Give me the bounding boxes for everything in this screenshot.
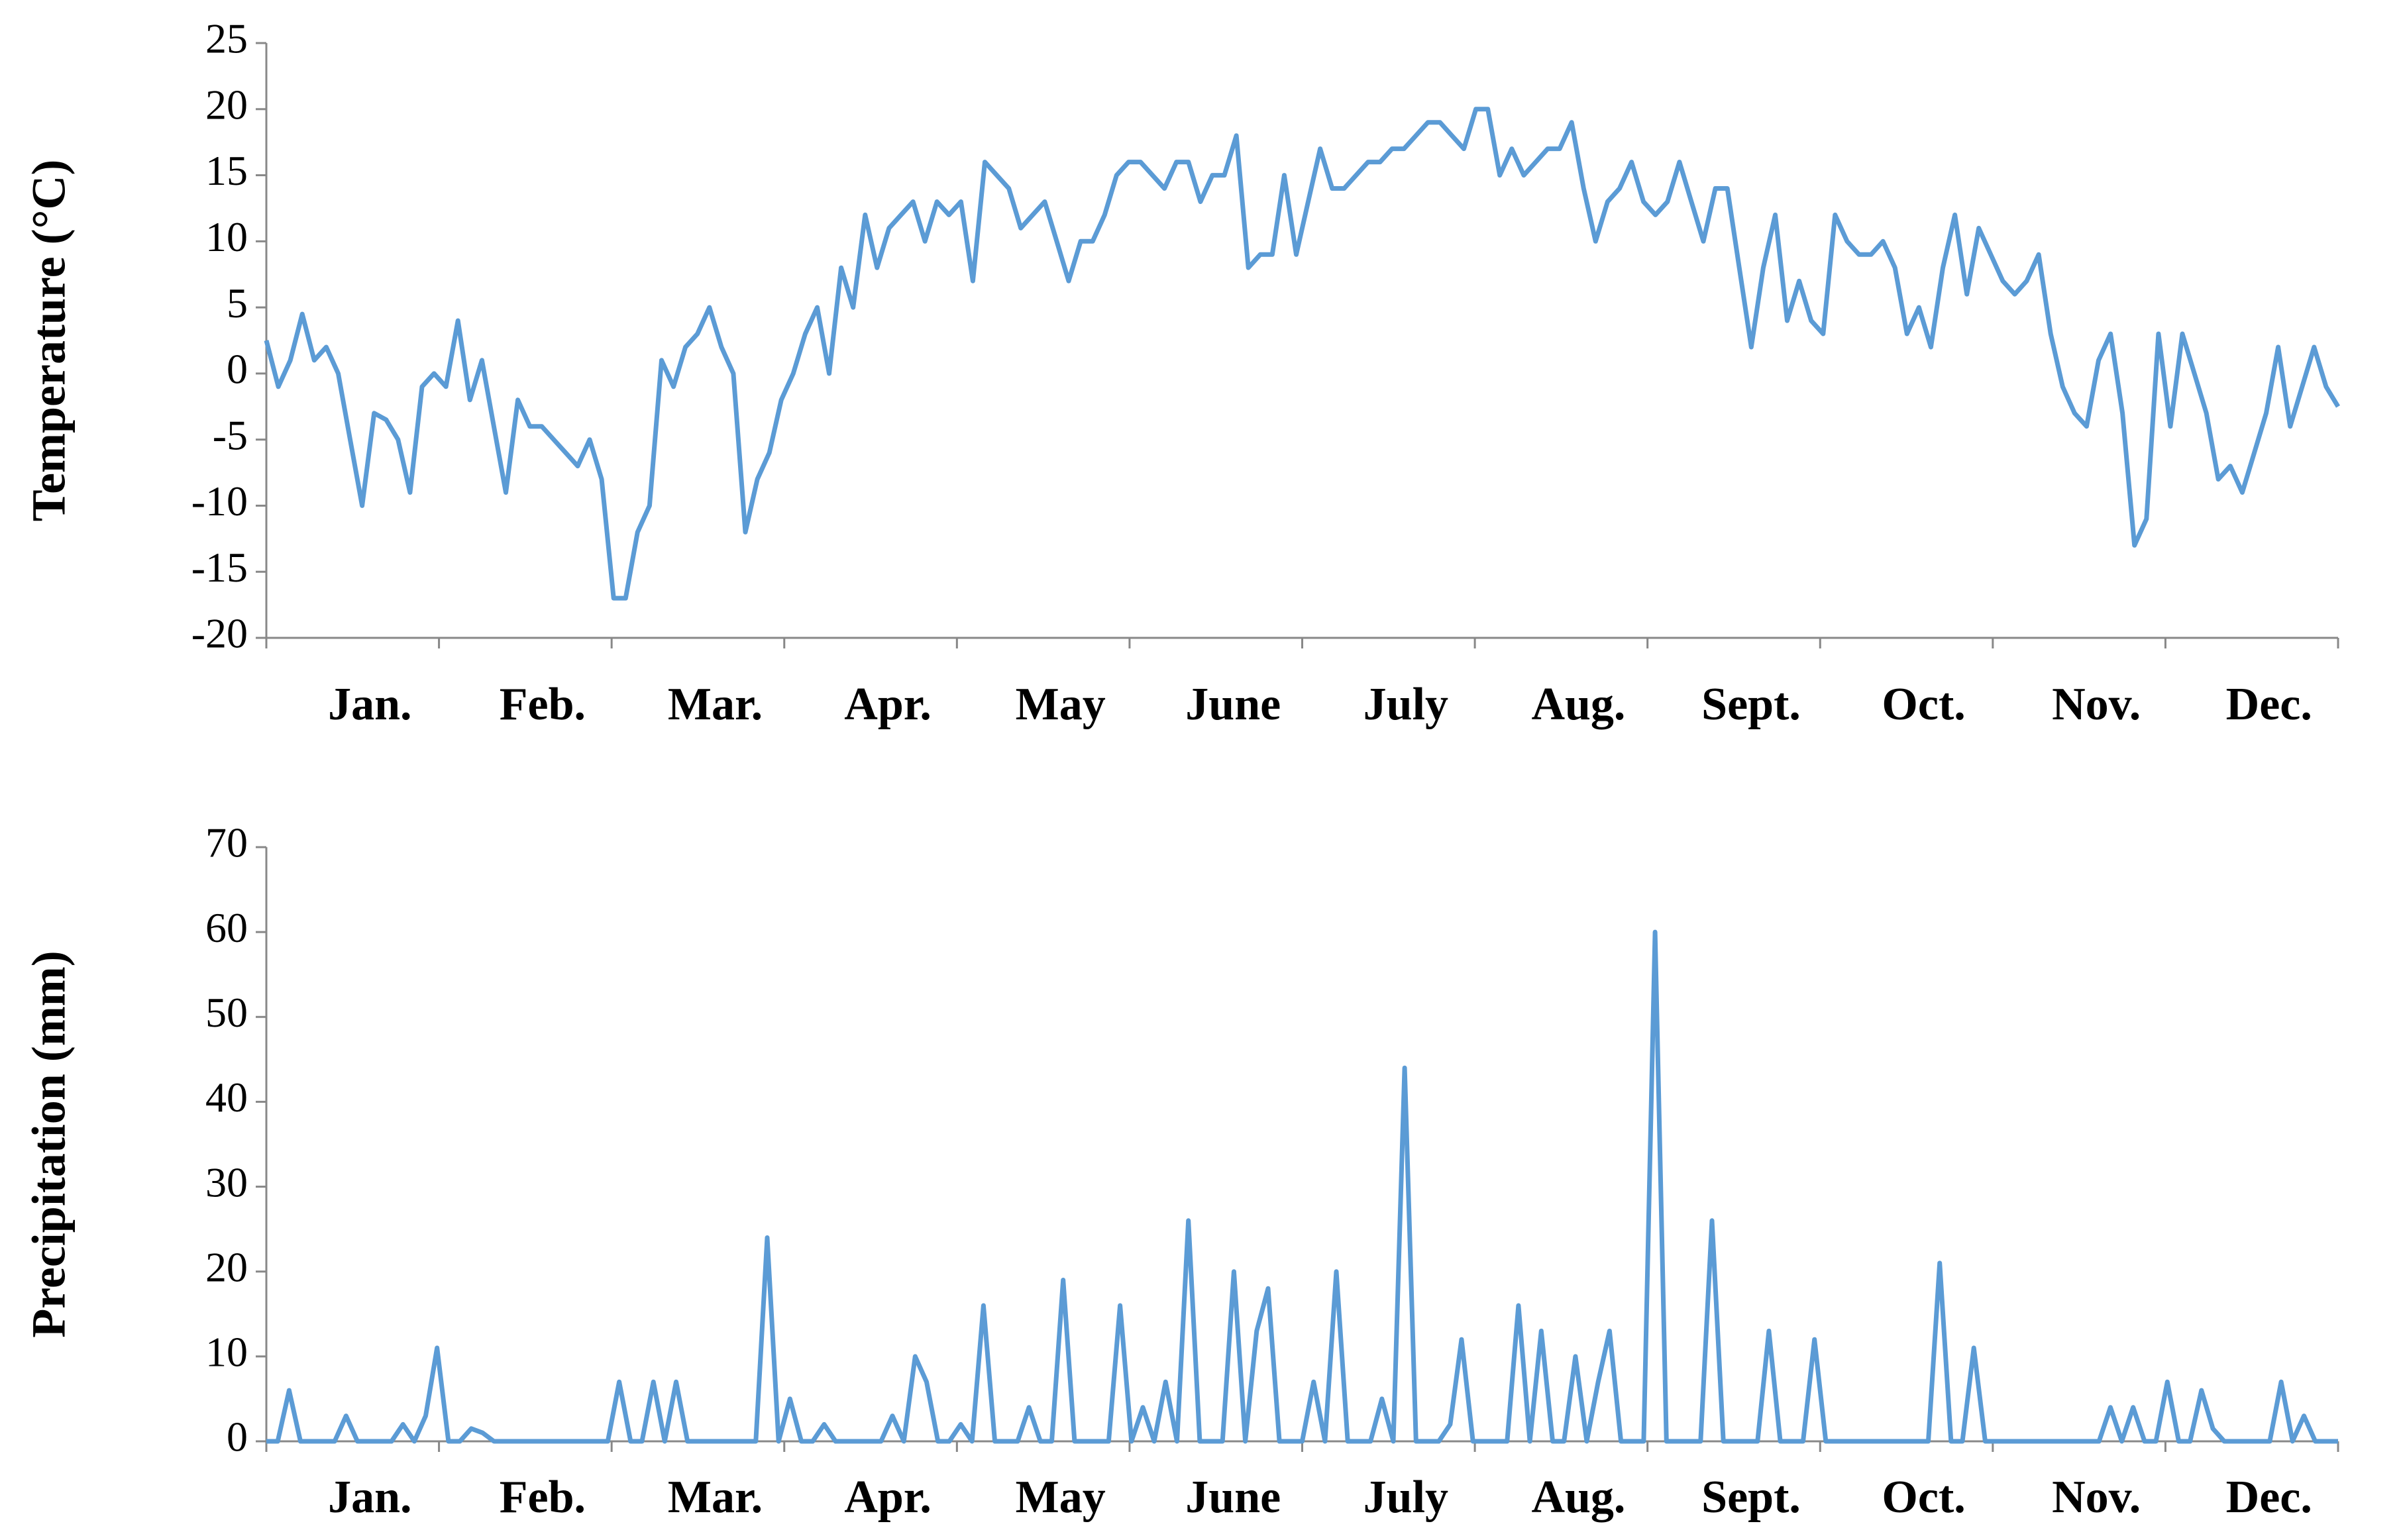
y-tick-label: 0 [227, 1413, 248, 1461]
month-label: Mar. [668, 1472, 763, 1523]
y-tick-label: 10 [205, 1329, 248, 1376]
month-label: Nov. [2052, 679, 2141, 730]
month-label: Apr. [844, 1472, 932, 1523]
month-label: Apr. [844, 679, 932, 730]
month-label: Oct. [1882, 679, 1965, 730]
y-tick-label: -20 [191, 610, 248, 657]
month-label: July [1363, 679, 1448, 730]
y-tick-label: 30 [205, 1158, 248, 1206]
y-tick-label: 10 [205, 213, 248, 260]
y-tick-label: 20 [205, 81, 248, 128]
month-label: Sept. [1701, 1472, 1801, 1523]
data-line [266, 929, 2338, 1444]
y-tick-label: -15 [191, 544, 248, 591]
month-label: Feb. [500, 679, 586, 730]
month-label: Feb. [500, 1472, 586, 1523]
y-tick-label: 50 [205, 989, 248, 1036]
month-label: June [1185, 1472, 1281, 1523]
month-label: July [1363, 1472, 1448, 1523]
month-label: June [1185, 679, 1281, 730]
y-tick-label: 15 [205, 147, 248, 194]
y-tick-label: 20 [205, 1243, 248, 1290]
month-label: Aug. [1531, 1472, 1625, 1523]
month-label: Nov. [2052, 1472, 2141, 1523]
y-tick-label: -5 [213, 411, 248, 458]
month-label: Oct. [1882, 1472, 1965, 1523]
month-label: Dec. [2226, 679, 2312, 730]
y-axis-label: Precipitation (mm) [23, 950, 76, 1338]
month-label: May [1016, 1472, 1106, 1523]
month-label: May [1016, 679, 1106, 730]
month-label: Aug. [1531, 679, 1625, 730]
y-tick-label: -10 [191, 478, 248, 525]
y-tick-label: 60 [205, 904, 248, 951]
month-label: Dec. [2226, 1472, 2312, 1523]
month-label: Jan. [328, 679, 411, 730]
data-line [264, 107, 2340, 601]
month-label: Mar. [668, 679, 763, 730]
y-tick-label: 0 [227, 346, 248, 393]
month-label: Jan. [328, 1472, 411, 1523]
y-axis-label: Temperature (°C) [23, 160, 76, 522]
y-tick-label: 25 [205, 15, 248, 62]
month-label: Sept. [1701, 679, 1801, 730]
y-tick-label: 70 [205, 819, 248, 866]
y-tick-label: 40 [205, 1074, 248, 1121]
y-tick-label: 5 [227, 280, 248, 327]
